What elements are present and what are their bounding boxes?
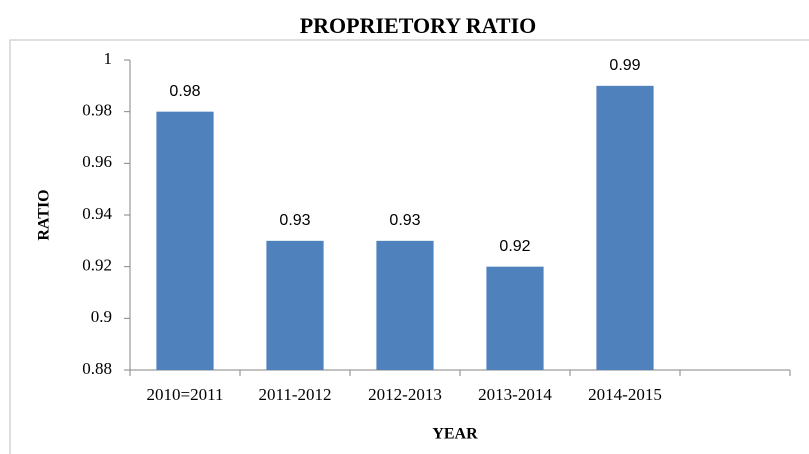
y-axis-label: RATIO [36, 189, 53, 240]
y-tick-label: 0.88 [82, 359, 112, 378]
data-label: 0.93 [389, 212, 420, 229]
y-tick-label: 1 [104, 49, 113, 68]
y-tick-label: 0.96 [82, 152, 112, 171]
bar [156, 111, 214, 371]
y-tick-label: 0.9 [91, 307, 112, 326]
x-tick-label: 2013-2014 [478, 385, 552, 404]
y-tick-label: 0.98 [82, 101, 112, 120]
x-tick-label: 2014-2015 [588, 385, 662, 404]
chart-title: PROPRIETORY RATIO [300, 13, 537, 38]
x-axis-label: YEAR [432, 426, 478, 443]
chart-frame [9, 39, 809, 454]
data-label: 0.99 [609, 57, 640, 74]
x-tick-label: 2010=2011 [147, 385, 224, 404]
data-label: 0.93 [279, 212, 310, 229]
x-tick-label: 2011-2012 [258, 385, 331, 404]
bar [376, 240, 434, 370]
data-label: 0.98 [169, 83, 200, 100]
y-tick-label: 0.92 [82, 256, 112, 275]
bar [266, 240, 324, 370]
y-tick-label: 0.94 [82, 204, 112, 223]
x-tick-label: 2012-2013 [368, 385, 442, 404]
data-label: 0.92 [499, 238, 530, 255]
bar [486, 266, 544, 370]
bar [596, 85, 654, 370]
